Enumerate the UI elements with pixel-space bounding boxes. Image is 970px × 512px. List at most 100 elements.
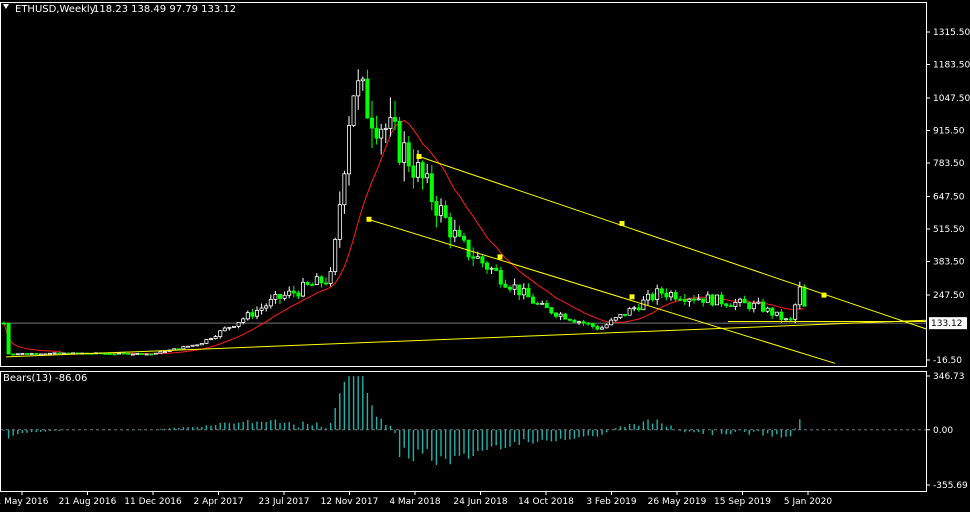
candlestick-series[interactable] — [2, 69, 807, 356]
trendline-handle[interactable] — [497, 254, 503, 260]
candle-body[interactable] — [457, 229, 462, 237]
candle-body[interactable] — [126, 352, 131, 355]
candle-body[interactable] — [425, 173, 430, 179]
candle-body[interactable] — [443, 205, 448, 218]
candle-body[interactable] — [719, 294, 724, 305]
candle-body[interactable] — [581, 321, 586, 324]
candle-body[interactable] — [577, 321, 582, 324]
candle-body[interactable] — [659, 288, 664, 294]
candle-body[interactable] — [507, 286, 512, 290]
candle-body[interactable] — [406, 142, 411, 167]
candle-body[interactable] — [586, 322, 591, 325]
candle-body[interactable] — [52, 352, 57, 355]
candle-body[interactable] — [139, 353, 144, 355]
candle-body[interactable] — [705, 294, 710, 303]
candle-body[interactable] — [604, 324, 609, 329]
trendline[interactable] — [418, 156, 927, 330]
candle-body[interactable] — [797, 286, 802, 306]
candle-body[interactable] — [392, 117, 397, 122]
candle-body[interactable] — [369, 117, 374, 129]
candle-body[interactable] — [11, 353, 16, 356]
candle-body[interactable] — [793, 304, 798, 320]
candle-body[interactable] — [199, 343, 204, 346]
candle-body[interactable] — [117, 352, 122, 355]
candle-body[interactable] — [388, 117, 393, 129]
candle-body[interactable] — [287, 290, 292, 296]
candle-body[interactable] — [802, 286, 807, 307]
candle-body[interactable] — [374, 127, 379, 139]
candle-body[interactable] — [678, 298, 683, 301]
candle-body[interactable] — [554, 312, 559, 317]
candle-body[interactable] — [613, 317, 618, 321]
candle-body[interactable] — [360, 78, 365, 82]
candle-body[interactable] — [29, 353, 34, 355]
candle-body[interactable] — [448, 217, 453, 238]
candle-body[interactable] — [788, 318, 793, 321]
candle-body[interactable] — [15, 353, 20, 356]
candle-body[interactable] — [149, 353, 154, 356]
candle-body[interactable] — [765, 307, 770, 312]
candle-body[interactable] — [738, 298, 743, 303]
candle-body[interactable] — [153, 352, 158, 355]
candle-body[interactable] — [181, 346, 186, 350]
candle-body[interactable] — [531, 296, 536, 304]
candle-body[interactable] — [310, 284, 315, 286]
candle-body[interactable] — [761, 301, 766, 312]
candle-body[interactable] — [544, 302, 549, 308]
candle-body[interactable] — [277, 293, 282, 299]
candle-body[interactable] — [356, 80, 361, 97]
candle-body[interactable] — [130, 353, 135, 356]
candle-body[interactable] — [268, 298, 273, 307]
candle-body[interactable] — [494, 267, 499, 271]
candle-body[interactable] — [185, 345, 190, 348]
candle-body[interactable] — [411, 165, 416, 178]
candle-body[interactable] — [305, 281, 310, 285]
chevron-down-icon[interactable] — [3, 4, 9, 9]
candle-body[interactable] — [227, 326, 232, 329]
candle-body[interactable] — [2, 322, 7, 325]
candle-body[interactable] — [273, 293, 278, 300]
candle-body[interactable] — [38, 353, 43, 356]
candle-body[interactable] — [669, 292, 674, 298]
candle-body[interactable] — [365, 78, 370, 119]
candle-body[interactable] — [24, 353, 29, 355]
candle-body[interactable] — [742, 298, 747, 304]
candle-body[interactable] — [747, 302, 752, 310]
candle-body[interactable] — [724, 303, 729, 307]
candle-body[interactable] — [484, 262, 489, 270]
trendlines[interactable] — [5, 153, 927, 364]
candle-body[interactable] — [636, 307, 641, 311]
candle-body[interactable] — [521, 287, 526, 296]
candle-body[interactable] — [715, 294, 720, 306]
candle-body[interactable] — [6, 322, 11, 355]
candle-body[interactable] — [595, 325, 600, 330]
candle-body[interactable] — [687, 298, 692, 302]
candle-body[interactable] — [471, 256, 476, 259]
trendline-handle[interactable] — [619, 220, 625, 226]
candle-body[interactable] — [563, 313, 568, 320]
candle-body[interactable] — [245, 312, 250, 320]
candle-body[interactable] — [213, 336, 218, 340]
candle-body[interactable] — [34, 353, 39, 355]
candle-body[interactable] — [774, 311, 779, 316]
candle-body[interactable] — [415, 162, 420, 178]
candle-body[interactable] — [379, 128, 384, 139]
candle-body[interactable] — [144, 353, 149, 356]
candle-body[interactable] — [190, 344, 195, 347]
candle-body[interactable] — [250, 312, 255, 317]
candle-body[interactable] — [254, 309, 259, 317]
candle-body[interactable] — [461, 235, 466, 241]
candle-body[interactable] — [420, 162, 425, 179]
candle-body[interactable] — [48, 352, 53, 355]
candle-body[interactable] — [314, 276, 319, 285]
candle-body[interactable] — [337, 204, 342, 240]
candle-body[interactable] — [103, 352, 108, 355]
trendline-handle[interactable] — [416, 153, 422, 159]
trendline-handle[interactable] — [366, 216, 372, 222]
candle-body[interactable] — [112, 353, 117, 356]
candle-body[interactable] — [61, 352, 66, 355]
candle-body[interactable] — [107, 353, 112, 355]
candle-body[interactable] — [728, 305, 733, 308]
candle-body[interactable] — [291, 290, 296, 294]
